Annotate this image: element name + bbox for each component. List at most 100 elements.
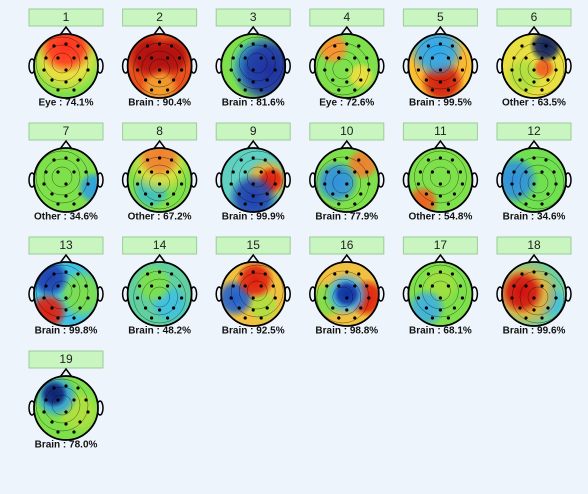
electrode: [273, 182, 277, 186]
electrode: [450, 158, 454, 162]
topography: [34, 148, 98, 212]
electrode: [353, 284, 357, 288]
contour: [527, 58, 549, 80]
electrode: [158, 42, 162, 46]
electrode: [438, 182, 442, 186]
electrode: [357, 158, 361, 162]
scalp-map: [28, 367, 104, 441]
nose: [246, 253, 260, 264]
electrode: [64, 156, 68, 160]
electrode: [56, 398, 60, 402]
electrode: [178, 284, 182, 288]
component-number: 1: [63, 10, 70, 24]
topography: [502, 262, 566, 326]
topography: [314, 148, 379, 212]
contour: [332, 58, 354, 80]
nose: [153, 139, 167, 150]
component-number: 5: [437, 10, 444, 24]
electrode: [524, 316, 528, 320]
electrode: [158, 68, 162, 72]
head-outline: [126, 147, 193, 213]
component-label: Brain : 92.5%: [222, 326, 285, 337]
nose: [433, 139, 447, 150]
electrode: [446, 316, 450, 320]
component-number: 18: [527, 238, 541, 252]
electrode: [158, 156, 162, 160]
contour: [149, 58, 170, 80]
contour: [43, 44, 81, 82]
electrode: [172, 78, 176, 82]
contour: [43, 158, 81, 196]
contour: [430, 166, 451, 188]
topography: [221, 34, 286, 98]
contour: [230, 150, 284, 204]
electrode: [546, 306, 550, 310]
electrode: [345, 182, 349, 186]
electrode: [52, 44, 56, 48]
component-label: Other : 67.2%: [128, 212, 192, 223]
electrode: [438, 270, 442, 274]
component-cell: 2 Brain : 90.4%: [121, 8, 198, 109]
electrode: [365, 56, 369, 60]
electrode: [331, 192, 335, 196]
electrode: [452, 78, 456, 82]
electrode: [357, 272, 361, 276]
scalp-map: [402, 139, 479, 213]
electrode: [76, 272, 80, 276]
contour: [51, 280, 73, 302]
electrode: [170, 272, 174, 276]
electrode: [50, 420, 54, 424]
head-outline: [313, 33, 380, 99]
electrode: [84, 398, 88, 402]
electrode: [259, 56, 263, 60]
component-number: 16: [340, 238, 354, 252]
electrode: [150, 202, 154, 206]
electrode: [166, 316, 170, 320]
electrode: [438, 194, 442, 198]
electrode: [138, 284, 142, 288]
electrode: [345, 156, 349, 160]
contour: [430, 52, 451, 74]
electrode: [78, 78, 82, 82]
electrode: [150, 88, 154, 92]
contour: [238, 44, 276, 82]
electrode: [524, 170, 528, 174]
electrode: [144, 78, 148, 82]
electrode: [86, 182, 90, 186]
electrode: [353, 202, 357, 206]
topography-blob: [77, 171, 98, 205]
electrode: [540, 316, 544, 320]
electrode: [158, 182, 162, 186]
electrode: [243, 284, 247, 288]
electrode: [458, 284, 462, 288]
electrode: [532, 68, 536, 72]
electrode: [229, 296, 233, 300]
electrode: [540, 88, 544, 92]
component-number: 9: [250, 124, 257, 138]
electrode: [259, 88, 263, 92]
head-outline: [220, 261, 287, 327]
electrode: [64, 296, 68, 300]
electrode: [72, 202, 76, 206]
electrode: [337, 202, 341, 206]
electrode: [510, 182, 514, 186]
electrode: [146, 44, 150, 48]
component-label: Brain : 48.2%: [128, 326, 191, 337]
head-outline: [501, 33, 567, 99]
head-outline: [407, 33, 474, 99]
electrode: [76, 158, 80, 162]
electrode: [138, 56, 142, 60]
electrode: [166, 202, 170, 206]
electrode: [44, 398, 48, 402]
electrode: [271, 284, 275, 288]
electrode: [243, 202, 247, 206]
electrode: [273, 296, 277, 300]
component-number: 6: [531, 10, 538, 24]
scalp-map: [402, 253, 479, 327]
electrode: [42, 182, 46, 186]
electrode: [416, 296, 420, 300]
head-outline: [220, 147, 287, 213]
electrode: [540, 56, 544, 60]
electrode: [76, 386, 80, 390]
